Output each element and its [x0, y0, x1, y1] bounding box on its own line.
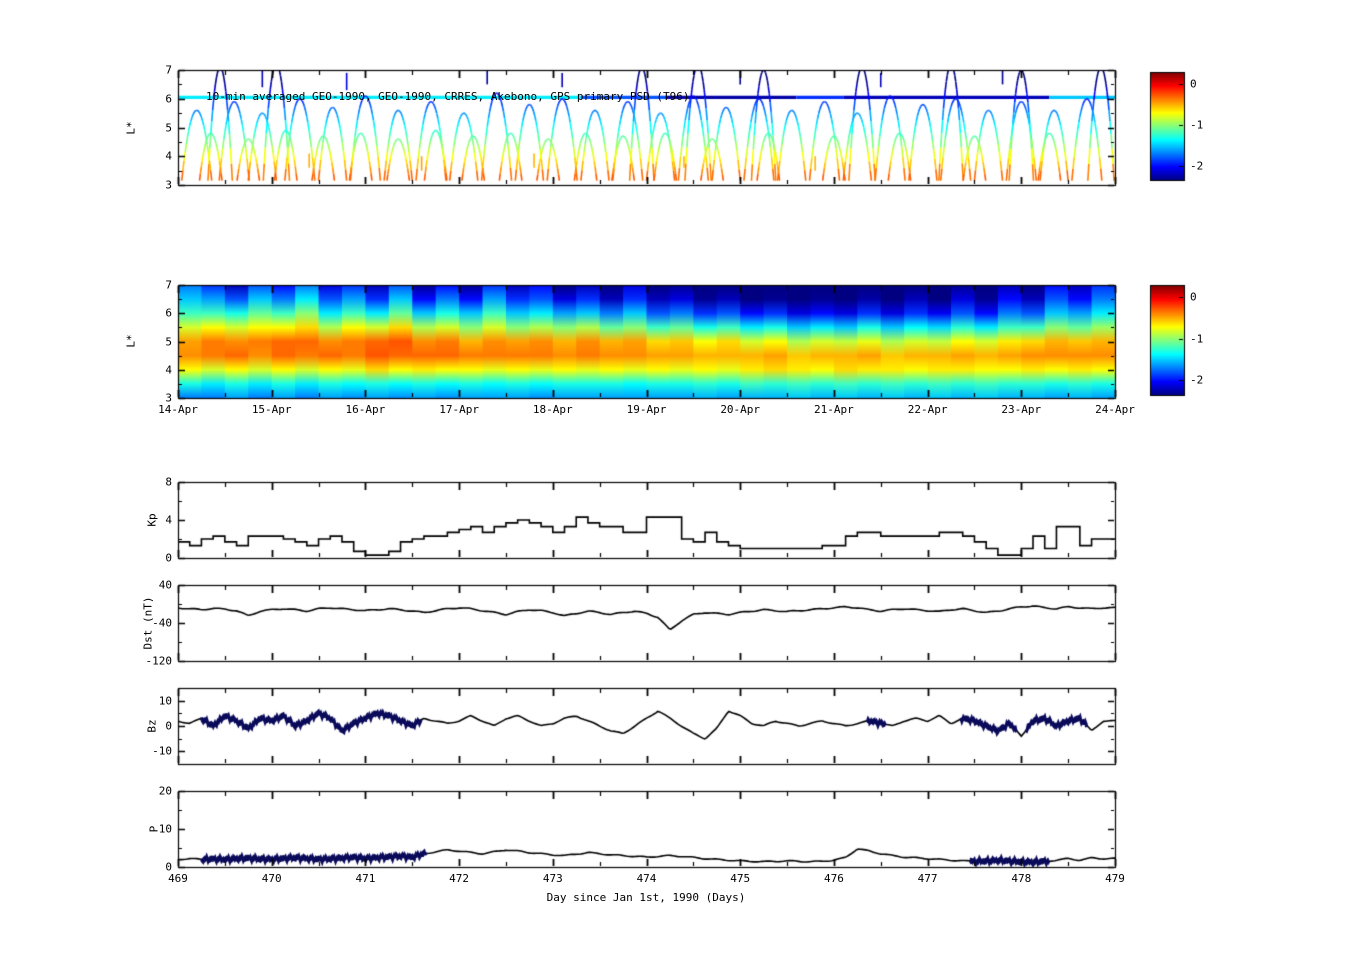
x-tick-label-date: 16-Apr [345, 403, 386, 416]
y-tick-label: 6 [165, 306, 172, 320]
x-tick-label-day: 476 [823, 872, 844, 885]
y-tick-label: 5 [165, 121, 172, 134]
y-tick-label: 5 [165, 335, 172, 348]
x-tick-label-day: 474 [636, 872, 657, 885]
x-tick-label-date: 15-Apr [251, 403, 292, 416]
x-tick-label-date: 14-Apr [158, 403, 198, 416]
colorbar-tick-label: -1 [1190, 332, 1204, 346]
x-tick-label-date: 20-Apr [720, 403, 761, 416]
x-tick-label-day: 471 [355, 872, 376, 885]
y-tick-label: 4 [165, 513, 172, 527]
x-tick-label-day: 479 [1105, 872, 1125, 885]
x-tick-label-day: 470 [261, 872, 282, 885]
x-tick-label-date: 19-Apr [626, 403, 667, 416]
x-tick-label-date: 23-Apr [1001, 403, 1042, 416]
y-tick-label: 3 [165, 178, 172, 192]
x-tick-label-day: 475 [730, 872, 751, 885]
x-tick-label-day: 473 [542, 872, 563, 885]
y-tick-label: 7 [165, 63, 172, 77]
y-tick-label: 40 [158, 578, 172, 592]
ylabel-lstar-top: L* [124, 121, 138, 135]
y-tick-label: 0 [165, 551, 172, 565]
y-tick-label: 4 [165, 149, 172, 163]
y-tick-label: 10 [158, 822, 172, 836]
psd-title: 10-min averaged GEO-1990, GEO-1990, CRRE… [206, 90, 690, 103]
x-tick-label-date: 22-Apr [907, 403, 948, 416]
ylabel-bz: Bz [145, 719, 159, 733]
y-tick-label: 20 [158, 784, 172, 798]
y-tick-label: 7 [165, 278, 172, 292]
ylabel-kp: Kp [145, 513, 159, 527]
colorbar-tick-label: -2 [1190, 373, 1204, 387]
y-tick-label: 3 [165, 391, 172, 405]
y-tick-label: 6 [165, 92, 172, 106]
x-tick-label-date: 21-Apr [814, 403, 854, 416]
y-tick-label: 0 [165, 719, 172, 733]
x-tick-label-date: 24-Apr [1095, 403, 1135, 416]
y-tick-label: 0 [165, 860, 172, 874]
y-tick-label: -10 [152, 744, 172, 758]
x-tick-label-day: 477 [917, 872, 938, 885]
y-tick-label: 4 [165, 363, 172, 377]
y-tick-label: -120 [145, 654, 173, 668]
x-tick-label-day: 469 [168, 872, 188, 885]
y-tick-label: -40 [152, 616, 172, 630]
x-axis-label: Day since Jan 1st, 1990 (Days) [546, 891, 746, 904]
x-tick-label-date: 18-Apr [532, 403, 573, 416]
colorbar-tick-label: -2 [1190, 159, 1204, 173]
ylabel-lstar-spectrogram: L* [124, 334, 138, 348]
colorbar-tick-label: 0 [1190, 290, 1197, 304]
colorbar-tick-label: 0 [1190, 77, 1197, 91]
x-tick-label-day: 472 [449, 872, 470, 885]
x-tick-label-day: 478 [1011, 872, 1032, 885]
y-tick-label: 8 [165, 475, 172, 489]
colorbar-tick-label: -1 [1190, 118, 1204, 132]
y-tick-label: 10 [158, 694, 172, 708]
x-tick-label-date: 17-Apr [439, 403, 479, 416]
